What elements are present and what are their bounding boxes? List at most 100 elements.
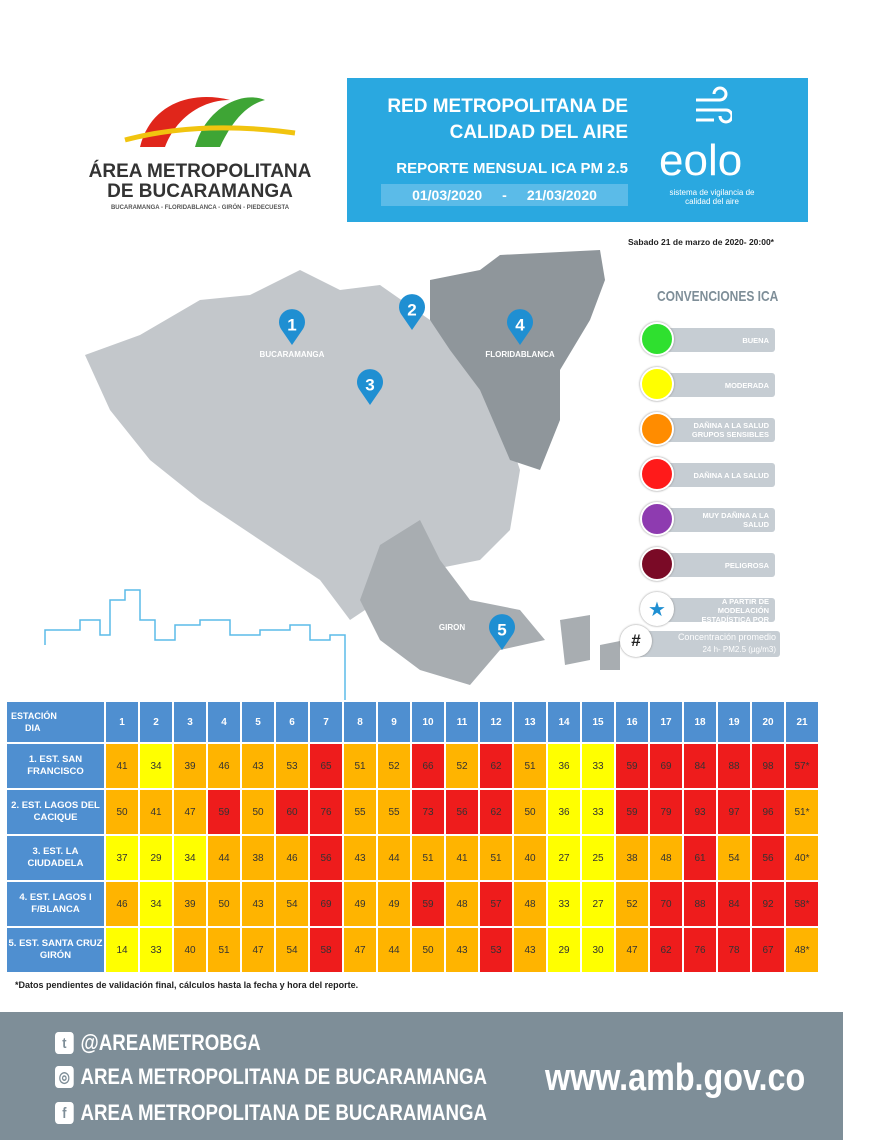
- ica-value: 51: [412, 836, 444, 880]
- ica-value: 41: [106, 744, 138, 788]
- day-header: 1: [106, 702, 138, 742]
- legend-label: PELIGROSA: [724, 560, 769, 570]
- ica-value: 41: [140, 790, 172, 834]
- banner: RED METROPOLITANA DE CALIDAD DEL AIRE RE…: [347, 78, 808, 222]
- legend-title: CONVENCIONES ICA: [657, 288, 779, 305]
- legend-bar: [658, 328, 775, 352]
- legend-swatch: [640, 322, 674, 356]
- ica-value: 51: [344, 744, 376, 788]
- legend-bar: [658, 418, 775, 442]
- instagram: ◎ AREA METROPOLITANA DE BUCARAMANGA: [55, 1064, 487, 1090]
- skyline: [44, 589, 346, 700]
- ica-value: 43: [344, 836, 376, 880]
- station-name: 3. EST. LA CIUDADELA: [7, 836, 104, 880]
- pin-number: 5: [497, 620, 506, 639]
- banner-title: CALIDAD DEL AIRE: [449, 122, 628, 143]
- ica-value: 39: [174, 744, 206, 788]
- ica-value: 69: [650, 744, 682, 788]
- tagline-1: sistema de vigilancia de: [669, 188, 755, 197]
- ica-value: 59: [412, 882, 444, 926]
- ica-value: 29: [548, 928, 580, 972]
- ica-value: 52: [616, 882, 648, 926]
- ica-value: 34: [140, 882, 172, 926]
- map-pin: [399, 294, 425, 330]
- pin-number: 3: [365, 375, 374, 394]
- day-header: 5: [242, 702, 274, 742]
- brand-tagline: sistema de vigilancia de calidad del aire: [659, 188, 765, 206]
- date-from: 01/03/2020: [412, 187, 483, 203]
- station-row: 4. EST. LAGOS I F/BLANCA 46 34 39 50 43 54 69 49…: [7, 882, 818, 926]
- facebook-name: AREA METROPOLITANA DE BUCARAMANGA: [80, 1100, 488, 1125]
- ica-value: 62: [480, 744, 512, 788]
- legend-label: DAÑINA A LA SALUD GRUPOS SENSIBLES: [691, 421, 769, 439]
- station-name: 2. EST. LAGOS DEL CACIQUE: [7, 790, 104, 834]
- ica-value: 69: [310, 882, 342, 926]
- concentration-line1: Concentración promedio: [677, 632, 776, 642]
- ica-value: 46: [208, 744, 240, 788]
- map-label: BUCARAMANGA: [260, 350, 325, 359]
- ica-value: 38: [242, 836, 274, 880]
- legend-swatch: [640, 502, 674, 536]
- ica-value: 98: [752, 744, 784, 788]
- ica-value: 55: [378, 790, 410, 834]
- ica-value: 47: [174, 790, 206, 834]
- eolo-icon: [696, 86, 732, 124]
- station-row: 3. EST. LA CIUDADELA 37 29 34 44 38 46 56 43 44 51…: [7, 836, 818, 880]
- day-header: 12: [480, 702, 512, 742]
- ica-value: 66: [412, 744, 444, 788]
- ica-value: 47: [242, 928, 274, 972]
- map: 1 BUCARAMANGA 2 3 4 FLORIDABLANCA 5 GIRON: [44, 250, 620, 700]
- ica-value: 61: [684, 836, 716, 880]
- day-header: 13: [514, 702, 546, 742]
- ica-value: 43: [514, 928, 546, 972]
- ica-value: 25: [582, 836, 614, 880]
- legend-bar: [658, 598, 775, 622]
- ica-value: 50: [242, 790, 274, 834]
- website: www.amb.gov.co: [545, 1057, 806, 1099]
- day-header: 7: [310, 702, 342, 742]
- ica-value: 40: [174, 928, 206, 972]
- ica-value: 38: [616, 836, 648, 880]
- day-header: 20: [752, 702, 784, 742]
- ica-value: 33: [548, 882, 580, 926]
- ica-value: 29: [140, 836, 172, 880]
- ica-value: 88: [718, 744, 750, 788]
- legend-bar: [658, 553, 775, 577]
- ica-value: 36: [548, 744, 580, 788]
- legend-bar: [658, 508, 775, 532]
- ica-value: 49: [344, 882, 376, 926]
- ica-value: 84: [684, 744, 716, 788]
- station-name: 4. EST. LAGOS I F/BLANCA: [7, 882, 104, 926]
- footer: t @AREAMETROBGA ◎ AREA METROPOLITANA DE BU…: [0, 1012, 843, 1140]
- ica-value: 59: [616, 790, 648, 834]
- ica-value: 70: [650, 882, 682, 926]
- ica-value: 50: [106, 790, 138, 834]
- ica-value: 84: [718, 882, 750, 926]
- ica-value: 59: [208, 790, 240, 834]
- legend-swatch: [640, 412, 674, 446]
- station-header: ESTACIÓN DIA: [7, 702, 104, 742]
- ica-value: 97: [718, 790, 750, 834]
- map-floridablanca: [430, 250, 605, 470]
- day-header: 14: [548, 702, 580, 742]
- station-label: ESTACIÓN: [11, 711, 57, 721]
- tagline-2: calidad del aire: [685, 197, 739, 206]
- legend-item: MODERADA: [640, 367, 775, 401]
- day-header: 18: [684, 702, 716, 742]
- ica-value: 57: [480, 882, 512, 926]
- ica-value: 43: [242, 744, 274, 788]
- map-label: FLORIDABLANCA: [485, 350, 555, 359]
- brand: eolo: [659, 136, 743, 185]
- ica-value: 57*: [786, 744, 818, 788]
- legend-item: PELIGROSA: [640, 547, 775, 581]
- day-header: 10: [412, 702, 444, 742]
- ica-value: 52: [446, 744, 478, 788]
- ica-value: 62: [650, 928, 682, 972]
- ica-value: 53: [480, 928, 512, 972]
- day-header: 11: [446, 702, 478, 742]
- ica-value: 51: [208, 928, 240, 972]
- day-header: 19: [718, 702, 750, 742]
- ica-value: 79: [650, 790, 682, 834]
- ica-value: 73: [412, 790, 444, 834]
